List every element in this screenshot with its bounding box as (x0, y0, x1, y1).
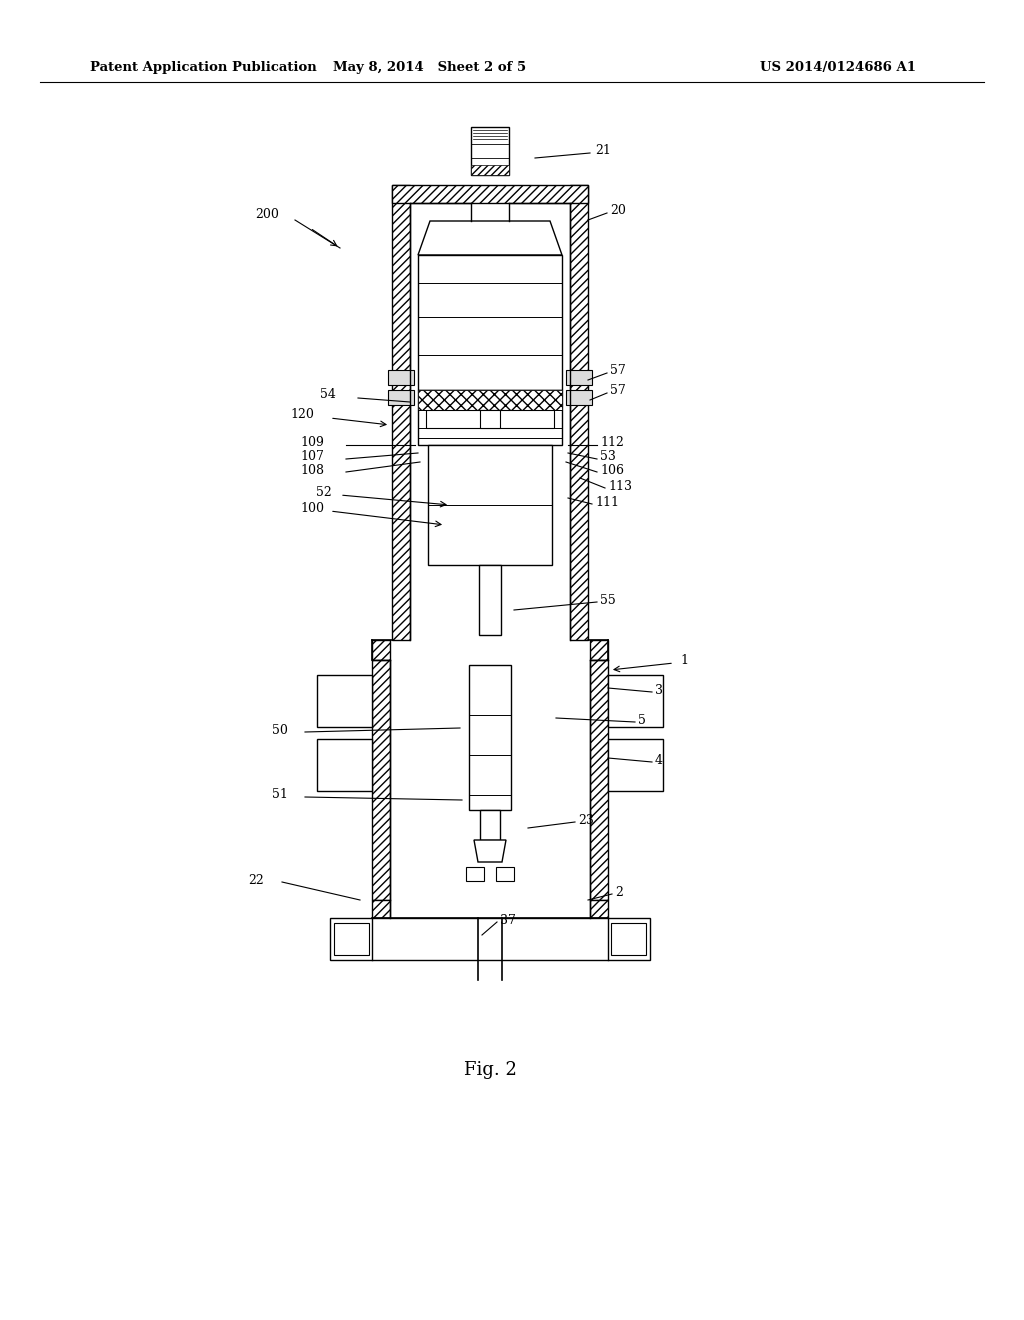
Text: 2: 2 (615, 886, 623, 899)
Text: 21: 21 (595, 144, 611, 157)
Bar (334, 923, 369, 954)
Bar (566, 370, 592, 385)
Text: 51: 51 (272, 788, 288, 801)
Text: 50: 50 (272, 723, 288, 737)
Bar (590, 660, 608, 900)
Text: 108: 108 (300, 463, 324, 477)
Bar (469, 665, 511, 810)
Bar (388, 389, 414, 405)
Bar (471, 165, 509, 176)
Text: 4: 4 (655, 754, 663, 767)
Bar (372, 900, 390, 917)
Text: 111: 111 (595, 495, 618, 508)
Bar (428, 445, 552, 565)
Text: 57: 57 (610, 384, 626, 396)
Text: 106: 106 (600, 463, 624, 477)
Text: 55: 55 (600, 594, 615, 606)
Bar (418, 389, 562, 411)
Text: 53: 53 (600, 450, 615, 462)
Text: 54: 54 (319, 388, 336, 401)
Bar (590, 900, 608, 917)
Polygon shape (474, 840, 506, 862)
Bar (392, 185, 588, 203)
Bar (479, 565, 501, 635)
Bar (388, 370, 414, 385)
Bar (570, 185, 588, 640)
Text: 113: 113 (608, 479, 632, 492)
Bar (590, 640, 608, 660)
Text: 100: 100 (300, 502, 324, 515)
Bar (317, 739, 372, 791)
Bar (480, 411, 500, 428)
Bar (330, 917, 650, 960)
Text: 37: 37 (500, 913, 516, 927)
Bar (418, 389, 562, 445)
Text: 52: 52 (316, 486, 332, 499)
Text: 107: 107 (300, 450, 324, 462)
Bar (608, 739, 663, 791)
Bar (418, 255, 562, 389)
Bar (471, 127, 509, 176)
Bar (317, 675, 372, 727)
Text: 1: 1 (680, 653, 688, 667)
Text: 3: 3 (655, 684, 663, 697)
Text: 23: 23 (578, 813, 594, 826)
Bar (496, 867, 514, 880)
Text: 20: 20 (610, 203, 626, 216)
Text: 57: 57 (610, 363, 626, 376)
Bar (480, 810, 500, 840)
Text: 120: 120 (290, 408, 314, 421)
Bar (372, 660, 390, 900)
Text: US 2014/0124686 A1: US 2014/0124686 A1 (760, 62, 916, 74)
Bar (372, 640, 390, 660)
Bar (466, 867, 484, 880)
Bar (426, 411, 554, 428)
Text: 200: 200 (255, 209, 279, 222)
Bar (608, 675, 663, 727)
Bar (611, 923, 646, 954)
Text: 22: 22 (248, 874, 264, 887)
Polygon shape (418, 220, 562, 255)
Text: 109: 109 (300, 436, 324, 449)
Text: 5: 5 (638, 714, 646, 726)
Text: Patent Application Publication: Patent Application Publication (90, 62, 316, 74)
Text: May 8, 2014   Sheet 2 of 5: May 8, 2014 Sheet 2 of 5 (334, 62, 526, 74)
Text: Fig. 2: Fig. 2 (464, 1061, 516, 1078)
Bar (566, 389, 592, 405)
Text: 112: 112 (600, 436, 624, 449)
Bar (392, 185, 410, 640)
